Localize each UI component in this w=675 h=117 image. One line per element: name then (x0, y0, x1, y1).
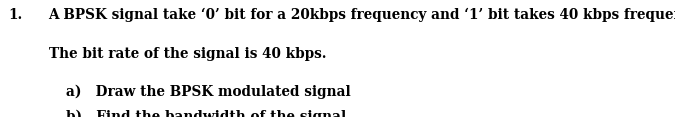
Text: A BPSK signal take ‘0’ bit for a 20kbps frequency and ‘1’ bit takes 40 kbps freq: A BPSK signal take ‘0’ bit for a 20kbps … (49, 8, 675, 22)
Text: a)   Draw the BPSK modulated signal: a) Draw the BPSK modulated signal (66, 84, 351, 99)
Text: The bit rate of the signal is 40 kbps.: The bit rate of the signal is 40 kbps. (49, 47, 326, 61)
Text: b)   Find the bandwidth of the signal: b) Find the bandwidth of the signal (66, 110, 346, 117)
Text: 1.: 1. (8, 8, 22, 22)
